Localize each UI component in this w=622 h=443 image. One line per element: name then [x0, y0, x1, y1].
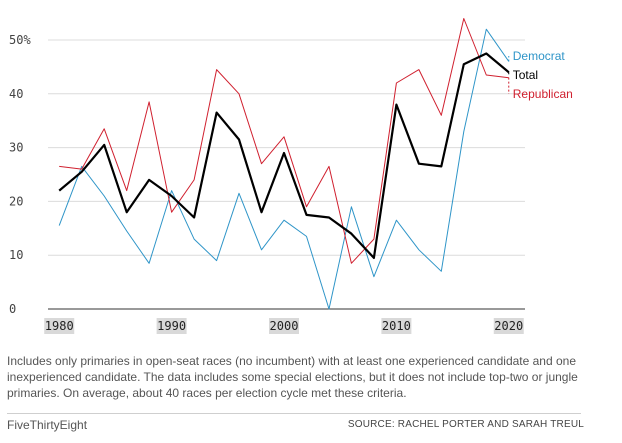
brand-name: FiveThirtyEight	[7, 418, 88, 432]
x-tick-label-bg	[44, 318, 75, 334]
series-labels: Democrat Total Republican	[508, 49, 573, 101]
gridlines	[48, 39, 525, 310]
x-tick-label-bg	[381, 318, 412, 334]
series-label-democrat: Democrat	[513, 49, 566, 63]
footer-divider	[7, 413, 581, 414]
series-line-total	[58, 52, 510, 259]
series-label-republican: Republican	[513, 87, 573, 101]
x-tick-label: 2020	[494, 319, 523, 333]
y-tick-label: 0	[9, 302, 16, 316]
x-axis-ticks: 1980 1990 2000 2010 2020	[44, 318, 524, 334]
y-axis-ticks: 0 10 20 30 40 50%	[9, 33, 31, 316]
x-tick-label: 1980	[45, 319, 74, 333]
chart-note: Includes only primaries in open-seat rac…	[7, 354, 578, 400]
y-tick-label: 10	[9, 248, 23, 262]
x-tick-label: 2000	[270, 319, 299, 333]
series-line-republican	[59, 18, 509, 264]
x-tick-label-bg	[156, 318, 187, 334]
x-tick-label: 1990	[157, 319, 186, 333]
y-tick-label: 30	[9, 141, 23, 155]
y-tick-label: 40	[9, 87, 23, 101]
source-credit: SOURCE: RACHEL PORTER AND SARAH TREUL	[347, 419, 584, 430]
y-tick-label: 50%	[9, 33, 31, 47]
y-tick-label: 20	[9, 194, 23, 208]
series-lines	[58, 18, 510, 310]
x-tick-label-bg	[269, 318, 299, 334]
series-label-total: Total	[513, 68, 538, 82]
series-line-democrat	[58, 28, 510, 310]
x-tick-label-bg	[493, 318, 524, 334]
line-chart: 0 10 20 30 40 50% 1980 1990 2000 2010 2020 Democr…	[9, 18, 573, 334]
x-tick-label: 2010	[382, 319, 411, 333]
